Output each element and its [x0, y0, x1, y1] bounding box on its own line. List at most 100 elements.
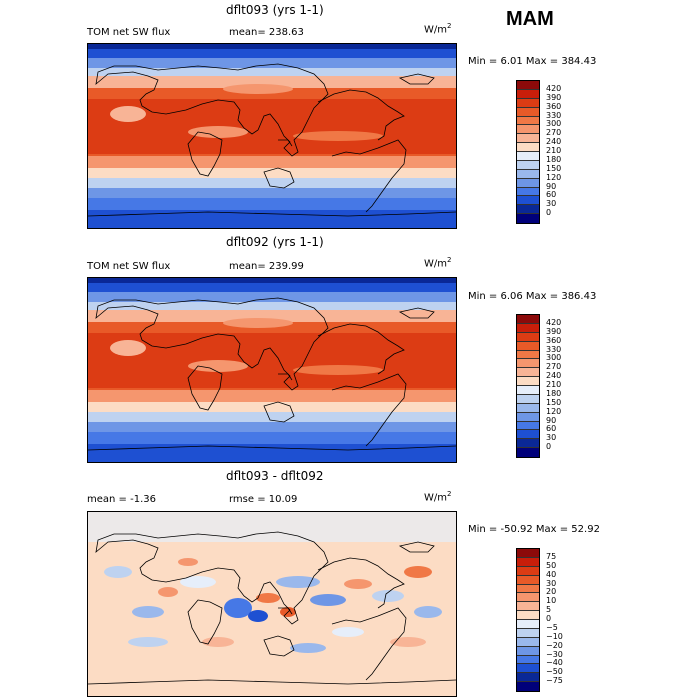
- panel1-title: dflt093 (yrs 1-1): [226, 3, 324, 17]
- panel2-title: dflt092 (yrs 1-1): [226, 235, 324, 249]
- colorbar-tick-label: 150: [546, 163, 562, 173]
- colorbar-swatch: [517, 323, 539, 333]
- colorbar-swatch: [517, 637, 539, 647]
- colorbar-swatch: [517, 315, 539, 324]
- colorbar-tick-label: 300: [546, 119, 562, 129]
- colorbar-tick-label: 210: [546, 380, 562, 389]
- colorbar-swatch: [517, 412, 539, 422]
- colorbar-swatch: [517, 394, 539, 404]
- panel1-minmax: Min = 6.01 Max = 384.43: [468, 56, 597, 67]
- colorbar-tick-label: 0: [546, 208, 552, 218]
- colorbar-swatch: [517, 575, 539, 585]
- colorbar-swatch: [517, 341, 539, 351]
- colorbar-swatch: [517, 448, 539, 457]
- colorbar-swatch: [517, 673, 539, 683]
- colorbar-tick-label: 390: [546, 92, 562, 102]
- colorbar-tick-label: 5: [546, 605, 552, 615]
- colorbar-swatch: [517, 620, 539, 629]
- colorbar-swatch: [517, 557, 539, 567]
- colorbar-swatch: [517, 403, 539, 413]
- panel3-map: [87, 511, 457, 697]
- colorbar-tick-label: 330: [546, 344, 562, 354]
- season-label: MAM: [506, 8, 554, 30]
- colorbar-tick-label: 300: [546, 353, 562, 363]
- colorbar-swatch: [517, 439, 539, 449]
- panel3-units: W/m2: [424, 490, 452, 504]
- panel3-mean-label: mean = -1.36: [87, 494, 156, 505]
- colorbar-tick-label: 270: [546, 128, 562, 138]
- colorbar-swatch: [517, 430, 539, 440]
- colorbar-tick-label: −75: [546, 676, 563, 686]
- colorbar-tick-label: 10: [546, 596, 557, 606]
- panel2-map-graphic: [88, 278, 456, 462]
- colorbar-tick-label: 75: [546, 551, 557, 561]
- colorbar-tick-label: 50: [546, 560, 557, 570]
- colorbar-swatch: [517, 377, 539, 386]
- colorbar-tick-label: −10: [546, 631, 563, 641]
- colorbar-swatch: [517, 350, 539, 360]
- colorbar-tick-label: −5: [546, 622, 558, 632]
- panel1-field-label: TOM net SW flux: [87, 27, 171, 38]
- colorbar-swatch: [517, 116, 539, 126]
- colorbar-swatch: [517, 187, 539, 197]
- colorbar-swatch: [517, 214, 539, 223]
- colorbar-swatch: [517, 196, 539, 206]
- colorbar-tick-label: 90: [546, 181, 557, 191]
- colorbar-swatch: [517, 205, 539, 215]
- colorbar-tick-label: −50: [546, 667, 563, 677]
- colorbar-tick-label: 360: [546, 335, 562, 345]
- panel3-title: dflt093 - dflt092: [226, 469, 324, 483]
- panel1-units: W/m2: [424, 22, 452, 36]
- panel1-map-graphic: [88, 44, 456, 228]
- colorbar-tick-label: 120: [546, 406, 562, 416]
- colorbar-swatch: [517, 160, 539, 170]
- panel1-mean-label: mean= 238.63: [229, 27, 304, 38]
- colorbar-tick-label: 390: [546, 326, 562, 336]
- panel3-minmax: Min = -50.92 Max = 52.92: [468, 524, 600, 535]
- colorbar-swatch: [517, 125, 539, 135]
- colorbar-swatch: [517, 593, 539, 603]
- panel1-colorbar: [516, 80, 540, 224]
- colorbar-tick-label: 90: [546, 415, 557, 425]
- colorbar-swatch: [517, 107, 539, 117]
- colorbar-tick-label: 180: [546, 388, 562, 398]
- panel3-colorbar: [516, 548, 540, 692]
- colorbar-swatch: [517, 628, 539, 638]
- panel3-rmse-label: rmse = 10.09: [229, 494, 298, 505]
- panel2-units: W/m2: [424, 256, 452, 270]
- colorbar-swatch: [517, 386, 539, 395]
- colorbar-swatch: [517, 89, 539, 99]
- colorbar-tick-label: 0: [546, 614, 552, 623]
- colorbar-swatch: [517, 98, 539, 108]
- panel2-mean-label: mean= 239.99: [229, 261, 304, 272]
- colorbar-tick-label: 420: [546, 83, 562, 93]
- colorbar-tick-label: 20: [546, 587, 557, 597]
- colorbar-tick-label: 30: [546, 433, 557, 443]
- panel2-colorbar: [516, 314, 540, 458]
- colorbar-swatch: [517, 549, 539, 558]
- colorbar-tick-label: 330: [546, 110, 562, 120]
- colorbar-swatch: [517, 646, 539, 656]
- colorbar-tick-label: −20: [546, 640, 563, 650]
- colorbar-tick-label: −30: [546, 649, 563, 659]
- colorbar-tick-label: 0: [546, 442, 552, 452]
- panel2-field-label: TOM net SW flux: [87, 261, 171, 272]
- colorbar-tick-label: 240: [546, 137, 562, 147]
- colorbar-tick-label: 150: [546, 397, 562, 407]
- colorbar-swatch: [517, 611, 539, 620]
- colorbar-tick-label: 420: [546, 317, 562, 327]
- colorbar-tick-label: 60: [546, 190, 557, 200]
- colorbar-tick-label: 30: [546, 578, 557, 588]
- colorbar-swatch: [517, 421, 539, 431]
- colorbar-tick-label: 270: [546, 362, 562, 372]
- colorbar-swatch: [517, 566, 539, 576]
- colorbar-tick-label: 210: [546, 146, 562, 155]
- colorbar-swatch: [517, 178, 539, 188]
- colorbar-tick-label: 240: [546, 371, 562, 381]
- panel2-map: [87, 277, 457, 463]
- colorbar-swatch: [517, 143, 539, 152]
- colorbar-swatch: [517, 81, 539, 90]
- colorbar-swatch: [517, 602, 539, 612]
- colorbar-tick-label: −40: [546, 658, 563, 668]
- colorbar-tick-label: 30: [546, 199, 557, 209]
